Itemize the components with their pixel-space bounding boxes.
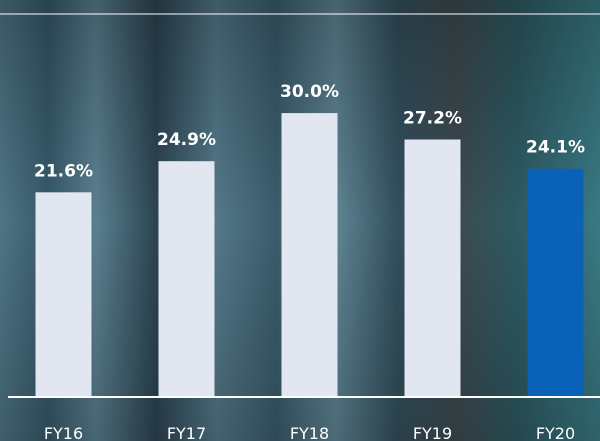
value-label: 24.9%: [157, 130, 216, 150]
value-label: 27.2%: [403, 109, 462, 129]
bar: [404, 139, 461, 396]
bar: [158, 161, 215, 396]
value-label: 30.0%: [280, 82, 339, 102]
category-label: FY20: [536, 424, 575, 441]
category-label: FY18: [290, 424, 329, 441]
category-label: FY17: [167, 424, 206, 441]
category-label: FY16: [44, 424, 83, 441]
value-label: 24.1%: [526, 138, 585, 158]
bar: [35, 192, 92, 396]
value-label: 21.6%: [34, 161, 93, 181]
category-label: FY19: [413, 424, 452, 441]
bar: [281, 113, 338, 396]
bar: [527, 168, 584, 396]
